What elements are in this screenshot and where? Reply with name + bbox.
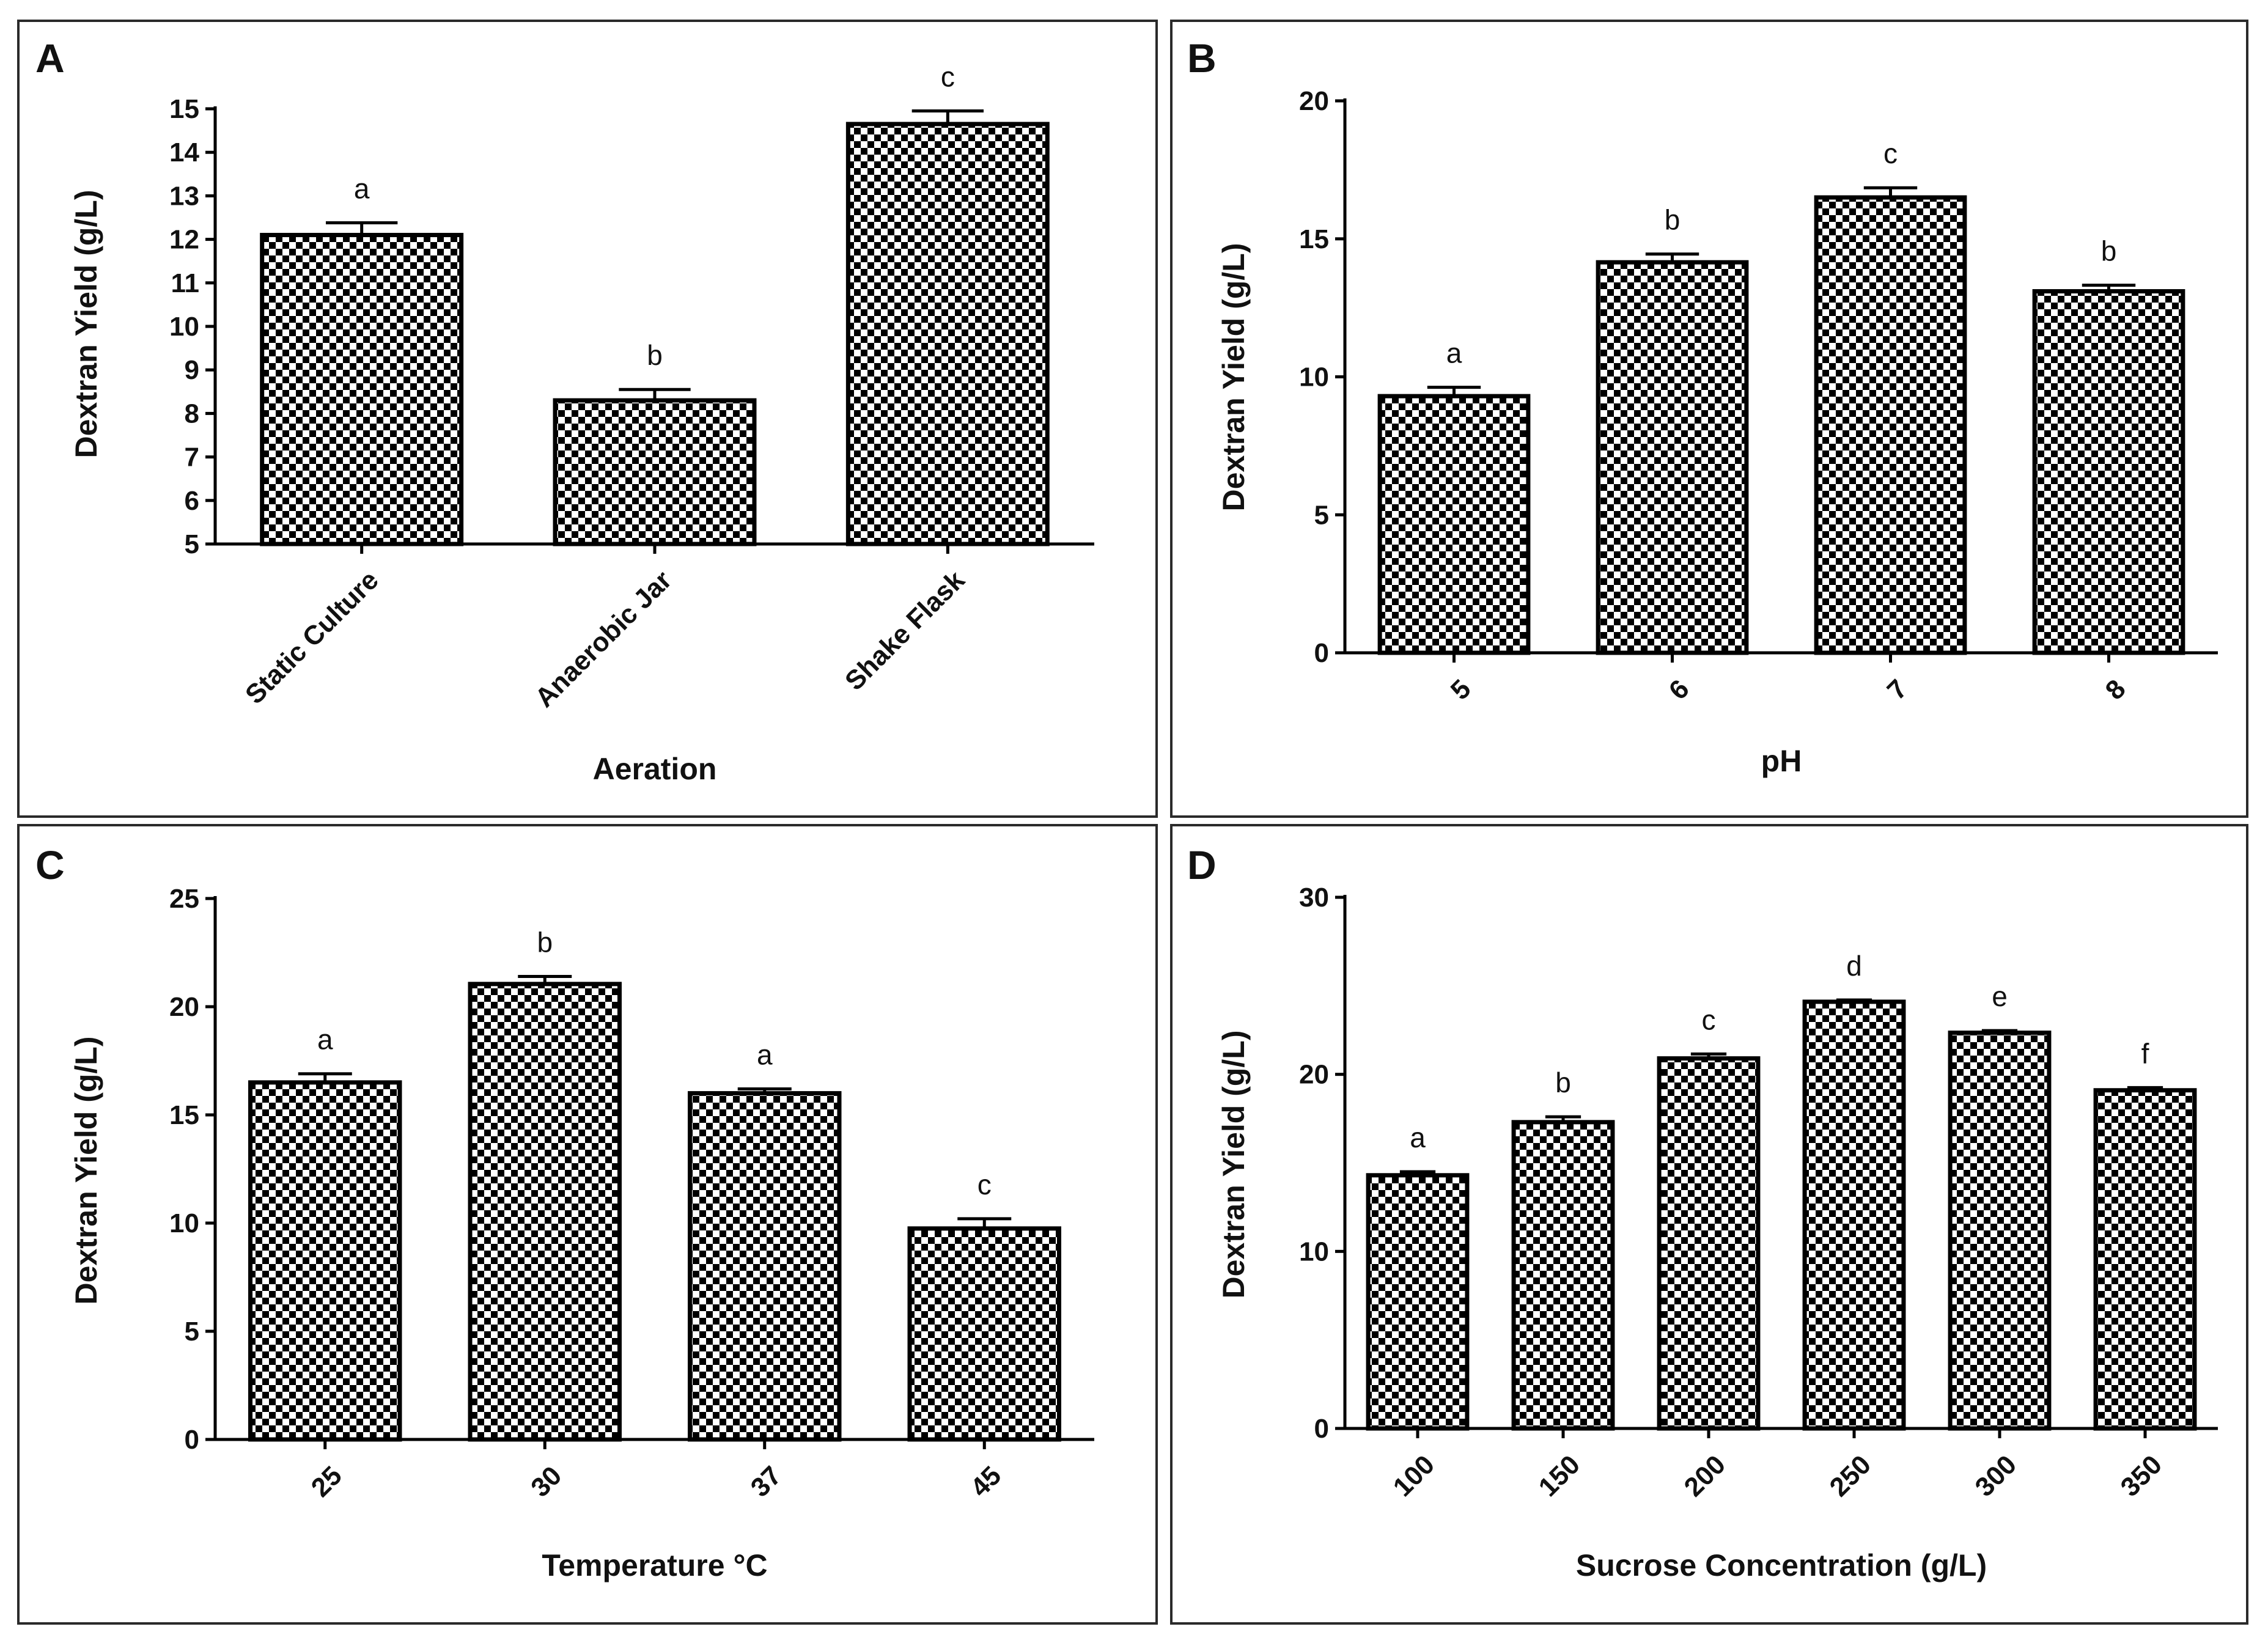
y-tick-label: 10: [1299, 362, 1329, 392]
significance-label: a: [1446, 337, 1462, 369]
bar-a-2: [845, 122, 1050, 546]
y-tick-label: 0: [185, 1425, 199, 1455]
significance-label: a: [757, 1039, 773, 1071]
significance-label: b: [2101, 235, 2117, 267]
y-axis-title: Dextran Yield (g/L): [1217, 1031, 1251, 1299]
y-tick-label: 10: [169, 1208, 199, 1238]
bar-c-0: [248, 1080, 402, 1442]
y-tick-label: 15: [1299, 224, 1329, 254]
bar-b-0: [1377, 394, 1531, 655]
significance-label: c: [1702, 1004, 1716, 1035]
y-tick-label: 13: [169, 181, 199, 211]
y-tick-label: 5: [185, 1317, 199, 1347]
x-axis-title: Aeration: [593, 752, 717, 786]
y-tick-label: 15: [169, 1100, 199, 1130]
y-tick-label: 0: [1314, 1414, 1329, 1444]
bar-d-0: [1366, 1173, 1470, 1431]
y-tick-label: 14: [169, 138, 199, 167]
y-tick-label: 7: [185, 443, 199, 472]
y-tick-label: 5: [185, 529, 199, 559]
y-tick-label: 0: [1314, 638, 1329, 668]
y-tick-label: 20: [169, 992, 199, 1022]
y-tick-label: 11: [171, 268, 199, 298]
significance-label: c: [978, 1169, 992, 1200]
panel-letter: B: [1187, 35, 1217, 81]
significance-label: d: [1846, 950, 1862, 982]
bar-b-1: [1596, 260, 1749, 655]
y-tick-label: 6: [185, 486, 199, 516]
y-axis-title: Dextran Yield (g/L): [69, 190, 103, 458]
bar-c-3: [907, 1226, 1061, 1442]
bar-b-2: [1814, 195, 1967, 655]
panel-letter: D: [1187, 842, 1217, 888]
y-tick-label: 5: [1314, 500, 1329, 530]
y-tick-label: 10: [1299, 1237, 1329, 1266]
bar-d-2: [1657, 1056, 1761, 1431]
bar-d-3: [1802, 999, 1906, 1431]
y-tick-label: 20: [1299, 1060, 1329, 1090]
significance-label: c: [941, 61, 955, 93]
y-axis-title: Dextran Yield (g/L): [1217, 243, 1251, 512]
significance-label: e: [1992, 980, 2008, 1012]
bar-c-1: [468, 982, 622, 1442]
bar-d-1: [1511, 1120, 1615, 1431]
bar-c-2: [688, 1091, 842, 1442]
y-axis-title: Dextran Yield (g/L): [69, 1037, 103, 1305]
significance-label: b: [1665, 204, 1681, 236]
significance-label: f: [2141, 1037, 2149, 1069]
x-axis-title: Sucrose Concentration (g/L): [1576, 1548, 1987, 1582]
significance-label: a: [317, 1024, 333, 1056]
significance-label: b: [1555, 1067, 1571, 1098]
y-tick-label: 8: [185, 399, 199, 428]
y-tick-label: 25: [169, 884, 199, 914]
significance-label: b: [647, 339, 663, 371]
bar-d-4: [1948, 1031, 2052, 1431]
bar-a-1: [553, 398, 757, 546]
significance-label: c: [1883, 138, 1898, 169]
y-tick-label: 12: [169, 225, 199, 255]
panel-letter: A: [35, 35, 65, 81]
significance-label: b: [537, 926, 553, 958]
significance-label: a: [1410, 1122, 1426, 1153]
x-axis-title: pH: [1761, 744, 1802, 778]
y-tick-label: 9: [185, 355, 199, 385]
y-tick-label: 20: [1299, 86, 1329, 116]
bar-a-0: [260, 232, 464, 546]
bar-b-3: [2032, 289, 2185, 655]
y-tick-label: 10: [169, 312, 199, 342]
bar-d-5: [2093, 1088, 2197, 1431]
panel-letter: C: [35, 842, 65, 888]
significance-label: a: [354, 173, 370, 205]
y-tick-label: 15: [169, 94, 199, 124]
y-tick-label: 30: [1299, 883, 1329, 913]
x-axis-title: Temperature °C: [542, 1548, 767, 1582]
